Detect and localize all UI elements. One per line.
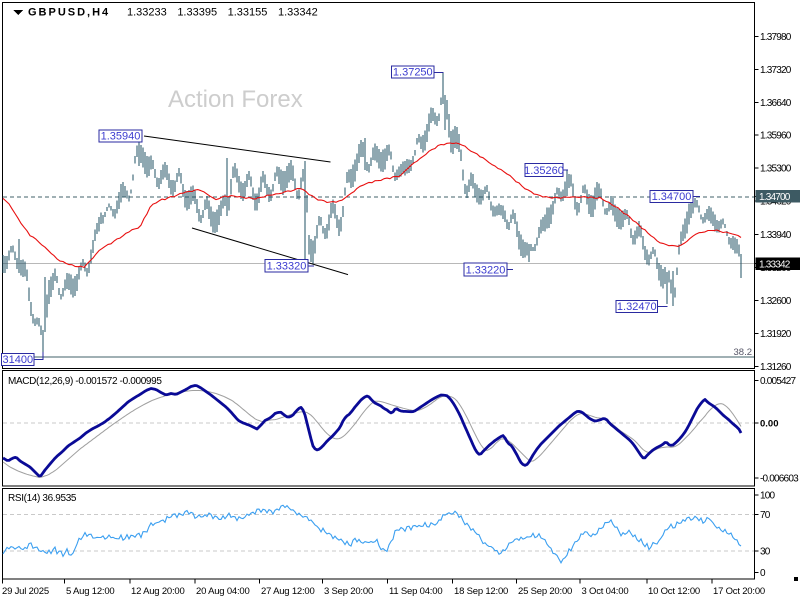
svg-text:Action Forex: Action Forex: [168, 86, 303, 113]
svg-text:1.33320: 1.33320: [267, 261, 307, 273]
svg-text:11 Sep 04:00: 11 Sep 04:00: [389, 586, 442, 597]
svg-text:0.00: 0.00: [760, 419, 779, 430]
svg-text:1.34700: 1.34700: [652, 191, 692, 203]
svg-text:1.35940: 1.35940: [101, 131, 141, 143]
svg-text:0.005427: 0.005427: [760, 376, 797, 387]
svg-text:-0.006603: -0.006603: [760, 474, 799, 485]
svg-text:MACD(12,26,9) -0.001572 -0.000: MACD(12,26,9) -0.001572 -0.000995: [8, 376, 162, 387]
svg-text:18 Sep 12:00: 18 Sep 12:00: [454, 586, 508, 597]
svg-text:3 Sep 20:00: 3 Sep 20:00: [324, 586, 373, 597]
svg-text:1.32600: 1.32600: [760, 296, 792, 307]
svg-text:1.33342: 1.33342: [759, 260, 791, 271]
svg-text:38.2: 38.2: [734, 347, 753, 358]
svg-text:3 Oct 04:00: 3 Oct 04:00: [582, 586, 629, 597]
svg-text:12 Aug 20:00: 12 Aug 20:00: [131, 586, 185, 597]
svg-text:RSI(14) 36.9535: RSI(14) 36.9535: [8, 493, 77, 504]
svg-text:1.31260: 1.31260: [760, 362, 792, 373]
svg-text:27 Aug 12:00: 27 Aug 12:00: [261, 586, 315, 597]
svg-text:1.35260: 1.35260: [524, 165, 564, 177]
svg-text:1.37250: 1.37250: [393, 67, 433, 79]
svg-text:100: 100: [760, 491, 776, 502]
svg-text:17 Oct 20:00: 17 Oct 20:00: [713, 586, 765, 597]
svg-text:1.31920: 1.31920: [760, 329, 792, 340]
svg-text:25 Sep 20:00: 25 Sep 20:00: [518, 586, 572, 597]
svg-text:1.33220: 1.33220: [466, 265, 506, 277]
svg-text:1.33233 1.33395 1.33155 1.3334: 1.33233 1.33395 1.33155 1.33342: [127, 7, 318, 19]
svg-text:1.35960: 1.35960: [760, 131, 792, 142]
svg-text:0: 0: [760, 568, 766, 579]
svg-text:70: 70: [760, 510, 771, 521]
svg-text:29 Jul 2025: 29 Jul 2025: [2, 586, 49, 597]
svg-text:GBPUSD,H4: GBPUSD,H4: [28, 7, 110, 19]
svg-text:31400: 31400: [3, 354, 34, 366]
svg-text:1.37980: 1.37980: [760, 32, 792, 43]
svg-text:1.35300: 1.35300: [760, 164, 792, 175]
svg-text:30: 30: [760, 547, 771, 558]
svg-text:1.36640: 1.36640: [760, 98, 792, 109]
svg-text:5 Aug 12:00: 5 Aug 12:00: [66, 586, 115, 597]
svg-text:1.34700: 1.34700: [759, 192, 791, 203]
svg-text:20 Aug 04:00: 20 Aug 04:00: [196, 586, 250, 597]
svg-text:1.33940: 1.33940: [760, 230, 792, 241]
svg-text:1.32470: 1.32470: [617, 301, 657, 313]
svg-text:10 Oct 12:00: 10 Oct 12:00: [648, 586, 700, 597]
svg-text:1.37320: 1.37320: [760, 65, 792, 76]
